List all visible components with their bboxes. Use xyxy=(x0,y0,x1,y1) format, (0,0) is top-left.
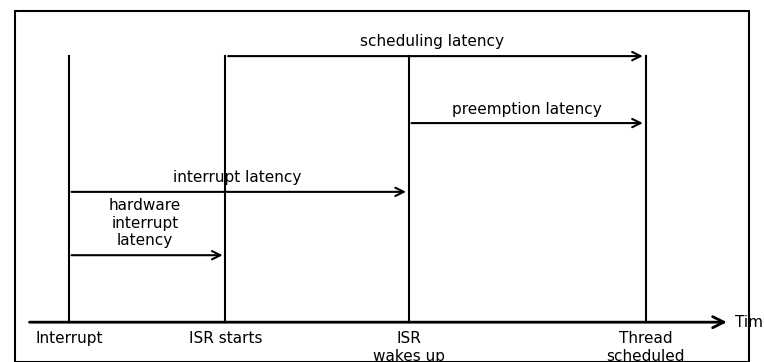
Text: scheduling latency: scheduling latency xyxy=(360,34,503,49)
Text: ISR
wakes up
thread: ISR wakes up thread xyxy=(373,331,445,362)
Text: Thread
scheduled: Thread scheduled xyxy=(607,331,685,362)
Text: interrupt latency: interrupt latency xyxy=(173,170,301,185)
Text: hardware
interrupt
latency: hardware interrupt latency xyxy=(109,198,181,248)
Text: Interrupt: Interrupt xyxy=(35,331,102,346)
Text: ISR starts: ISR starts xyxy=(189,331,262,346)
Text: Time: Time xyxy=(735,315,764,330)
Text: preemption latency: preemption latency xyxy=(452,102,602,117)
